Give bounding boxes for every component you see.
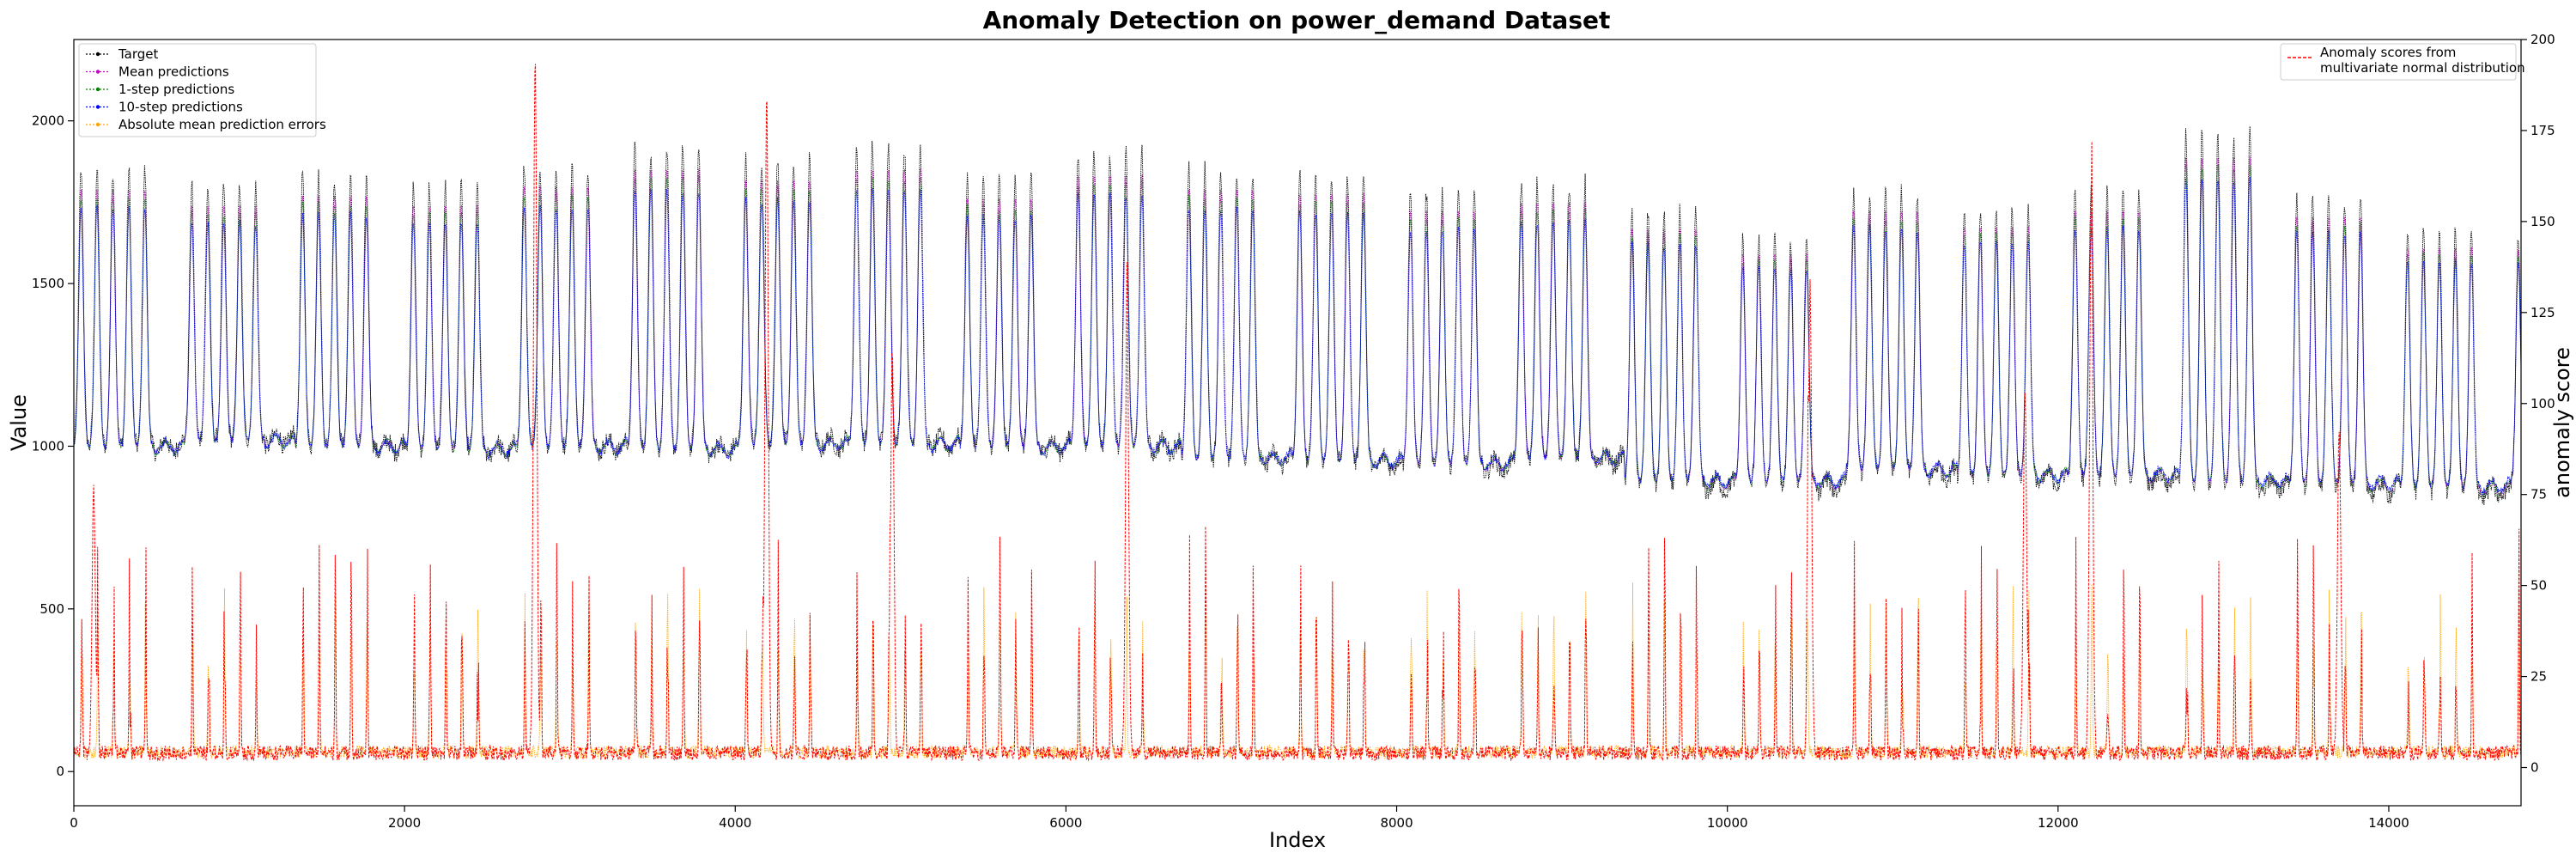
legend-marker: [95, 70, 100, 74]
y2-tick-label: 150: [2530, 214, 2555, 229]
chart-title: Anomaly Detection on power_demand Datase…: [983, 6, 1611, 34]
x-axis-label: Index: [1269, 828, 1326, 852]
x-tick-label: 6000: [1049, 815, 1082, 831]
legend-marker: [95, 122, 100, 127]
y-tick-label: 1500: [32, 276, 64, 291]
legend-marker: [95, 105, 100, 109]
y-tick-label: 0: [56, 764, 64, 779]
y-tick-label: 1000: [32, 438, 64, 454]
legend-left: Target Mean predictions 1-step predictions…: [78, 43, 326, 137]
x-tick-label: 10000: [1707, 815, 1748, 831]
y2-axis-label: anomaly score: [2550, 347, 2574, 498]
legend-marker: [95, 87, 100, 92]
x-tick-label: 2000: [388, 815, 421, 831]
legend-label: 1-step predictions: [118, 82, 234, 97]
y2-tick-label: 75: [2530, 487, 2547, 503]
x-tick-label: 14000: [2368, 815, 2409, 831]
y-tick-label: 500: [39, 601, 64, 617]
y-axis-label: Value: [7, 394, 31, 451]
legend-marker: [95, 52, 100, 57]
legend-right: Anomaly scores from multivariate normal …: [2280, 43, 2525, 81]
legend-label-anomaly-line2: multivariate normal distribution: [2320, 60, 2525, 76]
y-tick-label: 2000: [32, 113, 64, 129]
y2-tick-label: 100: [2530, 396, 2555, 411]
y2-tick-label: 200: [2530, 32, 2555, 47]
legend-label: Absolute mean prediction errors: [118, 117, 326, 132]
legend-label: 10-step predictions: [118, 100, 243, 115]
legend-label-anomaly-line1: Anomaly scores from: [2320, 45, 2456, 60]
y2-tick-label: 0: [2530, 760, 2539, 776]
x-tick-label: 12000: [2038, 815, 2079, 831]
plot-frame: [73, 39, 2522, 807]
x-tick-label: 4000: [719, 815, 751, 831]
x-tick-label: 8000: [1380, 815, 1413, 831]
series-anomaly-scores: [74, 64, 2521, 762]
y2-tick-label: 175: [2530, 123, 2555, 138]
legend-label: Target: [118, 46, 159, 62]
y2-tick-label: 25: [2530, 669, 2547, 685]
legend-label: Mean predictions: [118, 64, 229, 80]
x-tick-label: 0: [70, 815, 78, 831]
y2-tick-label: 50: [2530, 578, 2547, 594]
y2-tick-label: 125: [2530, 305, 2555, 320]
